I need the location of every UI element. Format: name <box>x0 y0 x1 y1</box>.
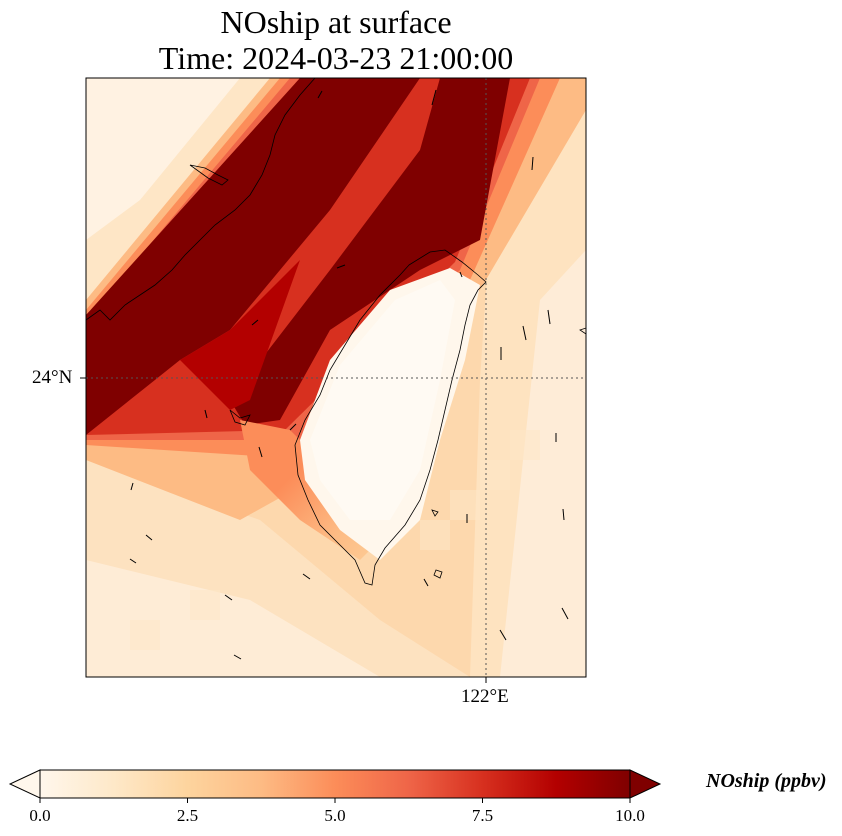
colorbar-tick-label: 2.5 <box>176 806 199 825</box>
gridlines <box>86 78 586 677</box>
colorbar-tick-label: 5.0 <box>324 806 346 825</box>
coastline <box>85 77 587 586</box>
latitude-label: 24°N <box>32 367 73 388</box>
colorbar-ticks <box>39 798 631 803</box>
map-subtitle: Time: 2024-03-23 21:00:00 <box>158 40 514 76</box>
wind-vectors <box>129 89 569 660</box>
concentration-field <box>86 78 586 677</box>
colorbar-tick-label: 10.0 <box>615 806 645 825</box>
concentration-map <box>80 77 587 683</box>
colorbar <box>8 769 662 803</box>
colorbar-gradient <box>39 769 631 799</box>
colorbar-min-extend <box>8 769 41 799</box>
colorbar-tick-label: 0.0 <box>29 806 51 825</box>
colorbar-tick-label: 7.5 <box>471 806 494 825</box>
longitude-label: 122°E <box>461 686 509 707</box>
map-title: NOship at surface <box>220 4 452 40</box>
colorbar-title: NOship (ppbv) <box>706 770 827 792</box>
colorbar-max-extend <box>629 769 662 799</box>
